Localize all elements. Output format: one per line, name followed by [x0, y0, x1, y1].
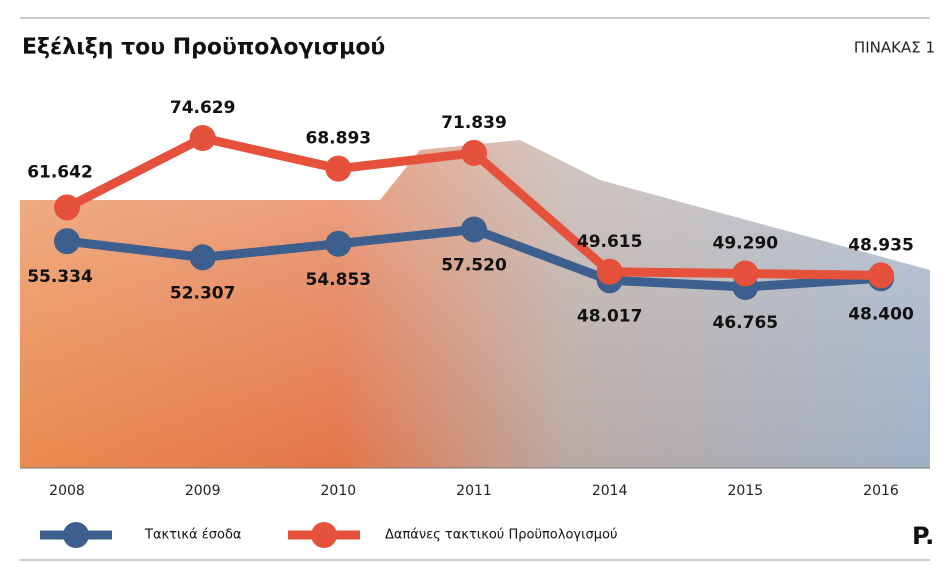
legend-marker	[311, 522, 337, 548]
value-label: 55.334	[27, 267, 93, 287]
x-tick-label: 2014	[592, 483, 628, 499]
legend-label: Τακτικά έσοδα	[144, 528, 242, 543]
value-label: 57.520	[441, 255, 507, 275]
point	[461, 216, 487, 243]
value-label: 68.893	[306, 129, 372, 149]
point	[54, 194, 80, 221]
value-label: 49.615	[577, 232, 643, 252]
value-label: 48.017	[577, 306, 643, 326]
x-tick-label: 2015	[728, 483, 764, 499]
value-label: 52.307	[170, 283, 236, 303]
point	[325, 230, 352, 257]
value-label: 48.935	[848, 235, 914, 255]
point	[54, 228, 80, 255]
chart-title: Εξέλιξη του Προϋπολογισμού	[22, 35, 385, 60]
value-label: 71.839	[441, 113, 507, 133]
background-fade	[20, 140, 930, 468]
table-tag: ΠΙΝΑΚΑΣ 1	[854, 39, 935, 57]
logo: P.	[912, 522, 934, 550]
x-tick-label: 2009	[185, 483, 221, 499]
x-tick-label: 2010	[321, 483, 357, 499]
value-label: 54.853	[306, 270, 372, 290]
value-label: 49.290	[713, 233, 779, 253]
point	[868, 262, 894, 289]
legend-label: Δαπάνες τακτικού Προϋπολογισμού	[385, 528, 617, 543]
point	[732, 260, 759, 287]
x-tick-label: 2016	[863, 483, 899, 499]
point	[461, 139, 487, 166]
point	[189, 244, 216, 271]
point	[596, 258, 623, 285]
value-label: 46.765	[713, 313, 779, 333]
value-label: 48.400	[848, 304, 914, 324]
point	[189, 125, 216, 151]
legend-marker	[63, 522, 89, 548]
x-tick-label: 2011	[456, 483, 492, 499]
value-label: 74.629	[170, 98, 236, 118]
value-label: 61.642	[27, 162, 93, 182]
point	[325, 155, 352, 182]
x-tick-label: 2008	[49, 483, 85, 499]
